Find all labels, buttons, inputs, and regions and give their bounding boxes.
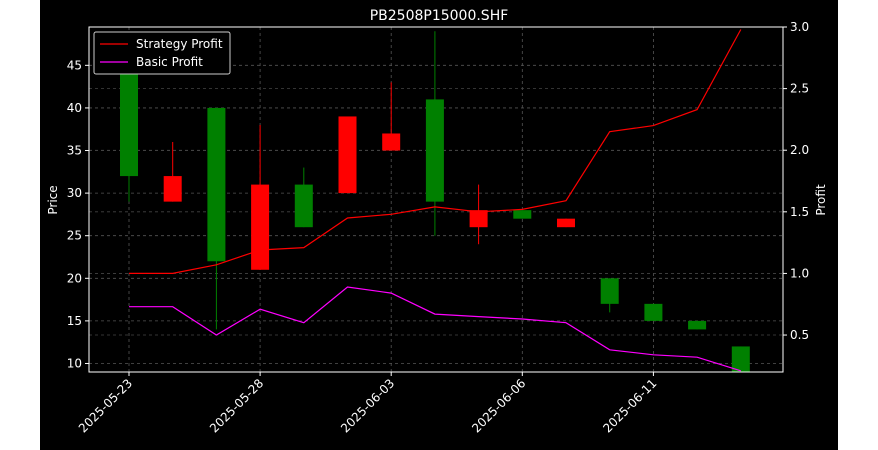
y-axis-label: Price — [46, 185, 60, 214]
y2-tick-label: 2.0 — [790, 143, 809, 157]
candle-body — [120, 73, 138, 177]
y-tick-label: 40 — [67, 101, 82, 115]
candle-body — [557, 218, 575, 228]
x-tick-label: 2025-05-23 — [76, 376, 135, 435]
grid-lines — [89, 26, 783, 372]
y-axis-right: 0.5 1.0 1.5 2.0 2.5 3.0 — [783, 20, 809, 342]
x-axis: 2025-05-23 2025-05-28 2025-06-03 2025-06-06… — [76, 372, 660, 435]
candle-body — [207, 107, 226, 262]
y-tick-label: 15 — [67, 314, 82, 328]
x-tick-label: 2025-05-28 — [207, 376, 266, 435]
chart-title: PB2508P15000.SHF — [370, 8, 509, 24]
candle-body — [731, 346, 750, 372]
plot-frame — [88, 26, 784, 373]
y-tick-label: 25 — [67, 229, 82, 243]
y-tick-label: 10 — [67, 356, 82, 370]
candle-body — [513, 210, 532, 219]
candle-body — [163, 176, 182, 202]
y2-tick-label: 1.0 — [790, 266, 809, 280]
y-tick-label: 20 — [67, 271, 82, 285]
candle-body — [644, 303, 663, 321]
candle-body — [294, 184, 313, 228]
candle-body — [688, 320, 707, 330]
profit-lines — [129, 29, 742, 372]
series-line-basic-profit — [129, 286, 741, 372]
y2-tick-label: 3.0 — [790, 20, 809, 34]
series-line-strategy-profit — [129, 29, 742, 274]
legend-label-basic: Basic Profit — [136, 55, 203, 69]
chart-figure: PB2508P15000.SHF 2025-05-23 2025-05-28 202… — [40, 0, 838, 450]
candles — [120, 31, 750, 372]
candle-body — [251, 184, 270, 270]
candle-body — [382, 133, 401, 151]
y-axis-left: 10 15 20 25 30 35 40 45 — [67, 58, 89, 370]
y-tick-label: 45 — [67, 58, 82, 72]
x-tick-label: 2025-06-06 — [469, 376, 528, 435]
candlestick-chart: PB2508P15000.SHF 2025-05-23 2025-05-28 202… — [46, 8, 828, 435]
candle-body — [338, 116, 357, 194]
candle-body — [425, 99, 444, 202]
y2-tick-label: 0.5 — [790, 328, 809, 342]
y-tick-label: 35 — [67, 144, 82, 158]
x-tick-label: 2025-06-03 — [338, 376, 397, 435]
y2-tick-label: 1.5 — [790, 205, 809, 219]
candle-body — [600, 278, 619, 304]
y-tick-label: 30 — [67, 186, 82, 200]
y2-tick-label: 2.5 — [790, 82, 809, 96]
y2-axis-label: Profit — [814, 184, 828, 216]
legend: Strategy Profit Basic Profit — [93, 31, 231, 75]
candle-body — [469, 210, 488, 228]
legend-label-strategy: Strategy Profit — [136, 37, 223, 51]
x-tick-label: 2025-06-11 — [600, 376, 659, 435]
legend-box — [93, 31, 231, 75]
